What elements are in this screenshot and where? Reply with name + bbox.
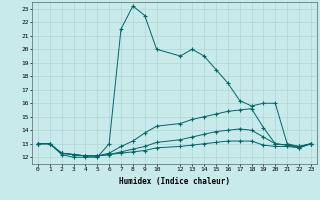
X-axis label: Humidex (Indice chaleur): Humidex (Indice chaleur) [119,177,230,186]
